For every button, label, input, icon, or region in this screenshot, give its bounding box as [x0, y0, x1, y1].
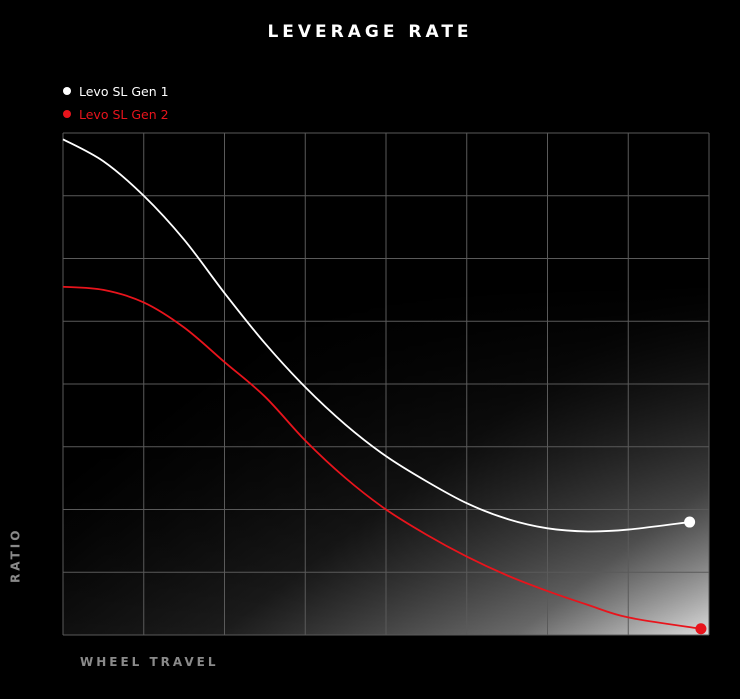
legend-label-gen2: Levo SL Gen 2: [79, 106, 169, 122]
legend-label-gen1: Levo SL Gen 1: [79, 83, 169, 99]
series-line-2: [62, 285, 702, 630]
legend-item-gen2: Levo SL Gen 2: [63, 104, 169, 124]
grid-lines: [62, 132, 710, 636]
series-end-point-2: [695, 623, 707, 635]
series-end-point-1: [684, 516, 696, 528]
x-axis-label: WHEEL TRAVEL: [80, 655, 219, 669]
legend-dot-gen2: [63, 110, 71, 118]
chart-title: LEVERAGE RATE: [267, 22, 473, 42]
series-line-1: [62, 138, 690, 533]
y-axis-label: RATIO: [8, 527, 23, 583]
series-lines: [62, 138, 707, 635]
legend-item-gen1: Levo SL Gen 1: [63, 81, 169, 101]
legend-dot-gen1: [63, 87, 71, 95]
